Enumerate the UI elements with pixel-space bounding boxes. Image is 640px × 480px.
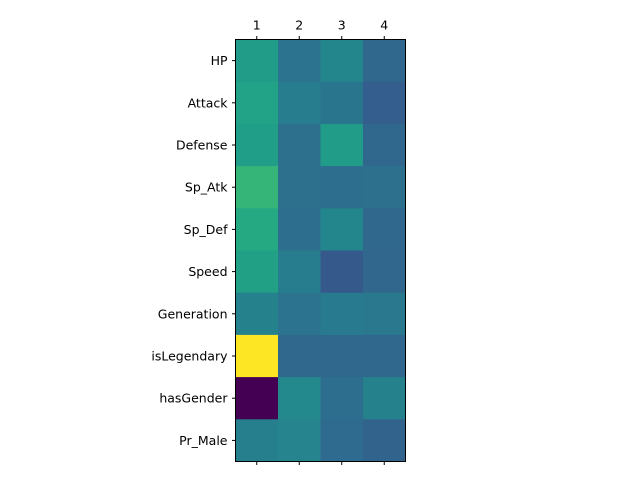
- heatmap-cell-hasGender-4: [363, 377, 406, 420]
- heatmap-cell-Speed-4: [363, 250, 406, 294]
- heatmap-cell-HP-4: [363, 39, 406, 83]
- heatmap-cell-Generation-1: [235, 292, 279, 336]
- heatmap-cell-hasGender-1: [235, 377, 279, 420]
- heatmap-cell-Sp_Def-2: [278, 208, 321, 251]
- heatmap-cell-Sp_Def-4: [363, 208, 406, 251]
- heatmap-cell-Defense-4: [363, 123, 406, 167]
- heatmap-cell-Defense-3: [320, 123, 364, 167]
- heatmap-cell-isLegendary-1: [235, 334, 279, 378]
- heatmap-cell-Sp_Atk-4: [363, 166, 406, 209]
- heatmap-cell-Attack-1: [235, 81, 279, 125]
- heatmap-cell-Sp_Def-1: [235, 208, 279, 251]
- y-tick-label-Pr_Male: Pr_Male: [179, 433, 228, 448]
- heatmap-cell-Sp_Def-3: [320, 208, 364, 251]
- heatmap-cell-Pr_Male-1: [235, 419, 279, 462]
- y-tick-label-Sp_Def: Sp_Def: [184, 222, 228, 237]
- heatmap-cell-Sp_Atk-2: [278, 166, 321, 209]
- y-tick-label-Defense: Defense: [176, 138, 228, 153]
- y-tick-label-Generation: Generation: [158, 306, 228, 321]
- heatmap-cell-HP-2: [278, 39, 321, 83]
- heatmap-cell-isLegendary-2: [278, 334, 321, 378]
- heatmap-cell-Sp_Atk-1: [235, 166, 279, 209]
- heatmap-cell-Speed-2: [278, 250, 321, 294]
- heatmap-cell-Speed-3: [320, 250, 364, 294]
- y-tick-label-Attack: Attack: [188, 95, 229, 110]
- heatmap-cell-Sp_Atk-3: [320, 166, 364, 209]
- x-tick-label-4: 4: [380, 18, 388, 33]
- heatmap-cell-HP-1: [235, 39, 279, 83]
- heatmap-cell-Generation-3: [320, 292, 364, 336]
- y-tick-label-Sp_Atk: Sp_Atk: [185, 180, 228, 195]
- heatmap-cell-Attack-4: [363, 81, 406, 125]
- heatmap-cell-Defense-2: [278, 123, 321, 167]
- heatmap-cell-hasGender-3: [320, 377, 364, 420]
- heatmap-cell-Defense-1: [235, 123, 279, 167]
- heatmap-cell-Speed-1: [235, 250, 279, 294]
- heatmap-cell-Pr_Male-3: [320, 419, 364, 462]
- heatmap-cell-Attack-2: [278, 81, 321, 125]
- heatmap-cell-Attack-3: [320, 81, 364, 125]
- heatmap-cell-isLegendary-4: [363, 334, 406, 378]
- x-tick-label-1: 1: [253, 18, 261, 33]
- y-tick-label-HP: HP: [211, 53, 228, 68]
- axis-ticks: 1 2 3 4 HP Attack Defense Sp_Atk Sp_Def Speed Gene…: [151, 18, 388, 465]
- heatmap-cell-isLegendary-3: [320, 334, 364, 378]
- plot-frame: [235, 39, 406, 462]
- heatmap-cell-Pr_Male-2: [278, 419, 321, 462]
- heatmap-cell-Pr_Male-4: [363, 419, 406, 462]
- x-tick-label-2: 2: [295, 18, 303, 33]
- y-tick-label-hasGender: hasGender: [159, 391, 228, 406]
- y-tick-label-isLegendary: isLegendary: [151, 349, 228, 364]
- heatmap-cell-Generation-4: [363, 292, 406, 336]
- x-tick-label-3: 3: [338, 18, 346, 33]
- heatmap-cell-Generation-2: [278, 292, 321, 336]
- heatmap-cells: [235, 39, 406, 462]
- y-tick-label-Speed: Speed: [188, 264, 227, 279]
- heatmap-cell-HP-3: [320, 39, 364, 83]
- heatmap-cell-hasGender-2: [278, 377, 321, 420]
